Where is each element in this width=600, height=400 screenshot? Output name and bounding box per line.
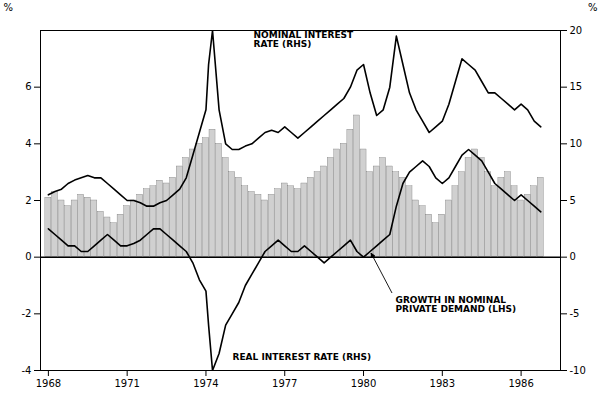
svg-text:-2: -2	[22, 308, 32, 319]
svg-text:REAL INTEREST RATE (RHS): REAL INTEREST RATE (RHS)	[233, 352, 372, 362]
svg-text:1980: 1980	[351, 378, 376, 389]
svg-text:-4: -4	[22, 365, 32, 376]
svg-text:-10: -10	[570, 365, 586, 376]
svg-text:1971: 1971	[114, 378, 139, 389]
svg-text:1986: 1986	[508, 378, 533, 389]
svg-text:1983: 1983	[430, 378, 455, 389]
svg-text:2: 2	[25, 195, 31, 206]
svg-text:%: %	[588, 2, 598, 13]
svg-text:-5: -5	[570, 308, 580, 319]
svg-text:%: %	[4, 2, 14, 13]
svg-text:1968: 1968	[36, 378, 61, 389]
svg-text:4: 4	[25, 138, 31, 149]
svg-text:NOMINAL INTERESTRATE (RHS): NOMINAL INTERESTRATE (RHS)	[254, 30, 355, 49]
svg-text:15: 15	[570, 81, 583, 92]
svg-text:5: 5	[570, 195, 576, 206]
svg-text:0: 0	[570, 251, 576, 262]
svg-text:1977: 1977	[272, 378, 297, 389]
svg-text:1974: 1974	[193, 378, 218, 389]
svg-text:20: 20	[570, 25, 583, 36]
svg-text:6: 6	[25, 81, 31, 92]
svg-text:0: 0	[25, 251, 31, 262]
svg-text:GROWTH IN NOMINALPRIVATE DEMAN: GROWTH IN NOMINALPRIVATE DEMAND (LHS)	[396, 295, 517, 314]
svg-text:10: 10	[570, 138, 583, 149]
